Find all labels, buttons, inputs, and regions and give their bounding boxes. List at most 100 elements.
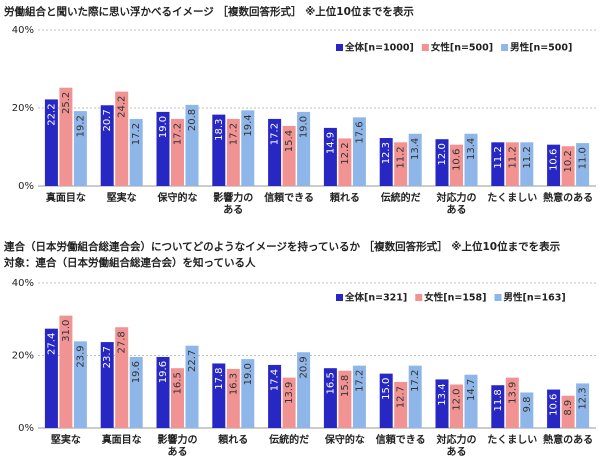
value-label: 27.8 — [117, 331, 128, 353]
y-tick-label: 20% — [12, 351, 34, 362]
bar — [338, 370, 352, 428]
value-label: 14.7 — [466, 379, 477, 401]
legend-swatch — [494, 294, 502, 301]
value-label: 24.2 — [117, 96, 128, 118]
bar — [547, 144, 561, 186]
x-tick-label: 信頼できる — [264, 191, 314, 204]
value-label: 19.0 — [158, 116, 169, 138]
value-label: 13.9 — [507, 382, 518, 404]
bar — [156, 356, 170, 428]
bar — [561, 146, 575, 186]
legend-swatch — [415, 294, 423, 301]
x-tick-label: 頼れる — [329, 191, 360, 204]
value-label: 19.6 — [158, 361, 169, 383]
value-label: 13.4 — [410, 138, 421, 160]
y-tick-label: 20% — [12, 103, 34, 114]
value-label: 20.8 — [187, 109, 198, 131]
y-tick-label: 40% — [12, 25, 34, 36]
value-label: 17.2 — [354, 370, 365, 392]
bar — [379, 373, 393, 428]
bar — [44, 328, 58, 428]
value-label: 15.0 — [381, 378, 392, 400]
bar — [129, 118, 143, 186]
bar — [100, 105, 114, 186]
bar — [505, 142, 519, 186]
bar — [241, 359, 255, 428]
value-label: 12.2 — [340, 142, 351, 164]
y-tick-label: 0% — [18, 181, 34, 192]
value-label: 11.0 — [578, 147, 589, 169]
x-tick-label: 熱意のある — [543, 191, 593, 204]
bar — [520, 142, 534, 186]
x-tick-label: 熱意のある — [543, 433, 593, 446]
chart-title: 連合（日本労働組合総連合会）についてどのようなイメージを持っているか ［複数回答… — [4, 240, 561, 253]
x-tick-label-line: 対応力の — [436, 191, 477, 204]
bar — [464, 133, 478, 186]
x-tick-label: 堅実な — [107, 191, 137, 204]
x-tick-label-line: ある — [168, 445, 188, 458]
x-tick-label: 真面目な — [46, 191, 86, 204]
x-tick-label: 影響力のある — [158, 433, 198, 458]
value-label: 20.9 — [299, 356, 310, 378]
bar — [297, 111, 311, 186]
bar — [171, 118, 184, 186]
bar — [394, 142, 408, 186]
x-tick-label: 伝統的だ — [269, 433, 309, 446]
bar — [520, 392, 534, 428]
bar — [323, 127, 337, 186]
x-tick-label: たくましい — [487, 434, 537, 446]
bar — [379, 138, 393, 186]
bar — [185, 104, 199, 186]
value-label: 17.8 — [214, 367, 225, 389]
bar — [226, 118, 240, 186]
bar — [185, 345, 199, 428]
value-label: 9.8 — [522, 396, 533, 412]
bar — [129, 356, 143, 428]
legend-label: 全体[n=1000] — [344, 42, 414, 54]
value-label: 17.2 — [173, 123, 184, 145]
value-label: 17.4 — [270, 369, 281, 391]
x-tick-label: 頼れる — [217, 433, 248, 446]
bar — [44, 99, 58, 186]
legend-label: 男性[n=163] — [504, 292, 566, 304]
bar — [115, 327, 129, 428]
value-label: 17.2 — [131, 123, 142, 145]
bar — [156, 111, 170, 186]
bar — [435, 379, 449, 428]
value-label: 16.3 — [228, 373, 239, 395]
value-label: 19.0 — [299, 116, 310, 138]
x-tick-label: 真面目な — [102, 433, 142, 446]
bar — [212, 363, 226, 428]
value-label: 20.7 — [102, 109, 113, 131]
value-label: 13.4 — [437, 383, 448, 405]
x-tick-label-line: ある — [447, 203, 467, 216]
value-label: 19.6 — [131, 361, 142, 383]
value-label: 17.2 — [228, 123, 239, 145]
legend-label: 男性[n=500] — [510, 42, 572, 54]
value-label: 10.6 — [549, 149, 560, 171]
x-tick-label-line: 影響力の — [213, 191, 253, 204]
value-label: 17.2 — [270, 123, 281, 145]
bar — [338, 138, 352, 186]
value-label: 27.4 — [46, 333, 57, 355]
value-label: 10.6 — [452, 149, 463, 171]
legend-swatch — [336, 294, 343, 301]
bar — [505, 377, 519, 428]
y-tick-label: 0% — [18, 423, 34, 434]
bar — [352, 117, 366, 186]
bar — [576, 383, 590, 428]
value-label: 18.3 — [214, 119, 225, 141]
bar — [226, 368, 240, 428]
x-tick-label: 対応力のある — [436, 433, 477, 458]
y-tick-label: 40% — [12, 278, 34, 289]
bar — [73, 341, 87, 428]
bar — [491, 142, 505, 186]
legend-label: 女性[n=500] — [431, 42, 493, 54]
bar — [73, 111, 87, 186]
x-tick-label: たくましい — [487, 192, 537, 204]
bar — [408, 365, 422, 428]
x-tick-label: 対応力のある — [436, 191, 477, 216]
value-label: 15.8 — [340, 375, 351, 397]
value-label: 11.8 — [493, 389, 504, 411]
